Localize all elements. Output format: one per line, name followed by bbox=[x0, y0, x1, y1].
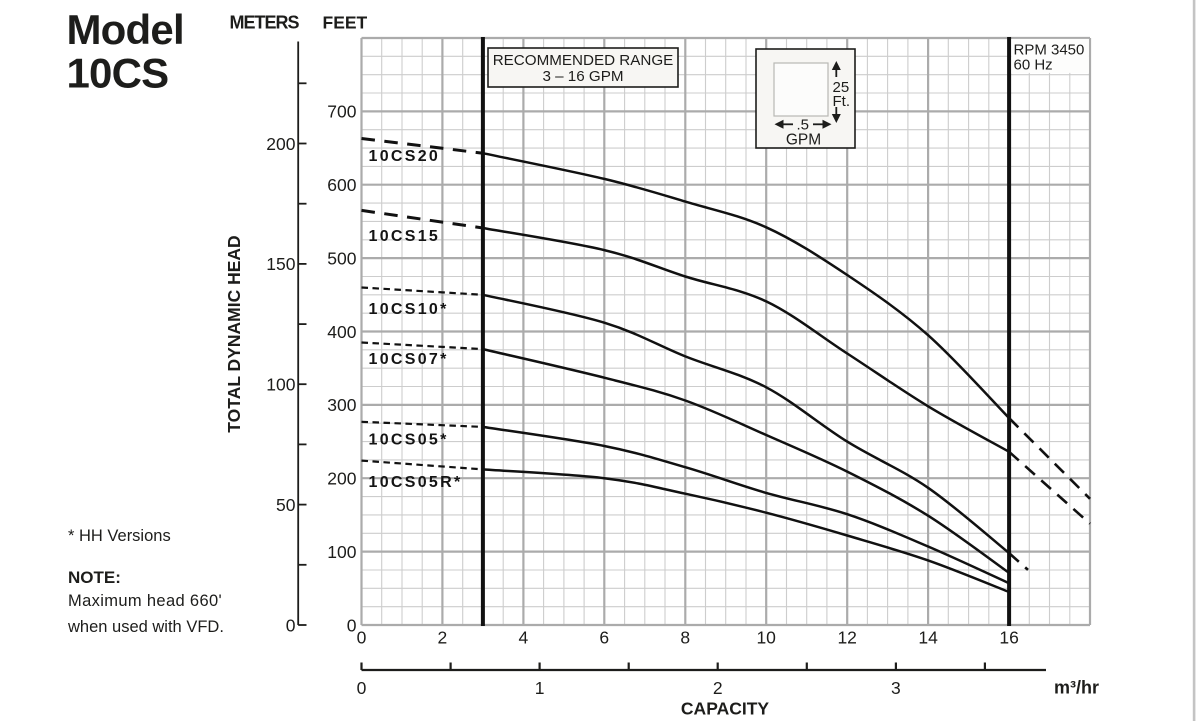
svg-text:8: 8 bbox=[680, 628, 690, 648]
svg-text:300: 300 bbox=[327, 395, 356, 415]
svg-text:METERS: METERS bbox=[229, 13, 299, 33]
svg-text:200: 200 bbox=[266, 134, 295, 154]
svg-text:14: 14 bbox=[918, 628, 938, 648]
svg-text:2: 2 bbox=[713, 678, 723, 698]
svg-text:2: 2 bbox=[438, 628, 448, 648]
svg-text:100: 100 bbox=[327, 542, 356, 562]
svg-text:.5: .5 bbox=[796, 117, 809, 134]
svg-text:60 Hz: 60 Hz bbox=[1014, 56, 1053, 73]
svg-text:16: 16 bbox=[999, 628, 1018, 648]
svg-text:Maximum head 660': Maximum head 660' bbox=[68, 592, 222, 610]
svg-text:6: 6 bbox=[599, 628, 609, 648]
svg-text:m³/hr: m³/hr bbox=[1054, 678, 1099, 698]
svg-text:RECOMMENDED RANGE: RECOMMENDED RANGE bbox=[493, 52, 674, 69]
svg-text:200: 200 bbox=[327, 469, 356, 489]
svg-text:10CS05*: 10CS05* bbox=[369, 432, 449, 449]
svg-text:12: 12 bbox=[837, 628, 856, 648]
svg-text:3: 3 bbox=[891, 678, 901, 698]
svg-text:NOTE:: NOTE: bbox=[68, 568, 121, 587]
svg-text:3 – 16 GPM: 3 – 16 GPM bbox=[542, 68, 623, 85]
svg-text:10CS07*: 10CS07* bbox=[369, 351, 449, 368]
svg-text:600: 600 bbox=[327, 175, 356, 195]
svg-text:1: 1 bbox=[535, 678, 545, 698]
svg-text:10CS15: 10CS15 bbox=[369, 228, 441, 245]
svg-text:4: 4 bbox=[519, 628, 529, 648]
svg-text:10CS10*: 10CS10* bbox=[369, 301, 449, 318]
svg-text:10CS20: 10CS20 bbox=[369, 148, 441, 165]
svg-text:10CS: 10CS bbox=[67, 50, 169, 97]
svg-text:GPM: GPM bbox=[786, 132, 821, 149]
svg-text:10CS05R*: 10CS05R* bbox=[369, 474, 463, 491]
svg-text:0: 0 bbox=[286, 615, 296, 635]
svg-text:TOTAL DYNAMIC HEAD: TOTAL DYNAMIC HEAD bbox=[224, 235, 244, 432]
svg-text:FEET: FEET bbox=[323, 13, 368, 33]
svg-text:150: 150 bbox=[266, 254, 295, 274]
svg-text:10: 10 bbox=[756, 628, 776, 648]
svg-text:Ft.: Ft. bbox=[833, 93, 851, 110]
svg-text:700: 700 bbox=[327, 102, 356, 122]
svg-text:0: 0 bbox=[347, 615, 357, 635]
svg-text:Model: Model bbox=[67, 6, 184, 53]
svg-text:0: 0 bbox=[357, 628, 367, 648]
svg-text:when used with VFD.: when used with VFD. bbox=[67, 618, 224, 636]
svg-text:RPM 3450: RPM 3450 bbox=[1014, 42, 1085, 59]
svg-text:0: 0 bbox=[357, 678, 367, 698]
svg-text:500: 500 bbox=[327, 248, 356, 268]
svg-text:50: 50 bbox=[276, 495, 296, 515]
svg-text:* HH Versions: * HH Versions bbox=[68, 527, 171, 545]
svg-text:25: 25 bbox=[833, 79, 850, 96]
svg-text:100: 100 bbox=[266, 375, 295, 395]
svg-text:400: 400 bbox=[327, 322, 356, 342]
svg-text:CAPACITY: CAPACITY bbox=[681, 699, 769, 719]
